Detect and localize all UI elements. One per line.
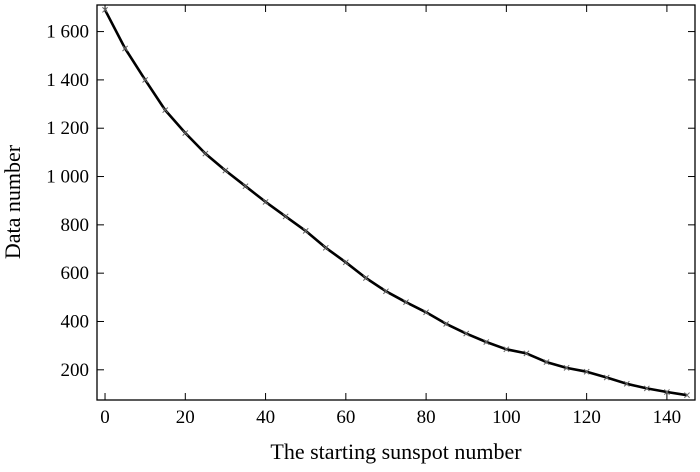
marker-stroke — [663, 389, 670, 395]
marker-stroke — [583, 368, 590, 375]
data-point-marker — [423, 309, 430, 316]
data-point-marker — [102, 6, 108, 13]
data-point-marker — [403, 299, 409, 306]
y-tick-label: 1 000 — [46, 167, 89, 188]
data-point-marker — [262, 198, 269, 205]
y-tick-label: 1 200 — [46, 118, 89, 139]
data-point-marker — [202, 150, 209, 157]
data-point-marker — [463, 330, 470, 337]
marker-stroke — [643, 385, 650, 392]
marker-stroke — [443, 320, 450, 327]
marker-stroke — [262, 198, 269, 205]
y-tick-label: 400 — [61, 311, 90, 332]
data-point-marker — [443, 320, 450, 327]
x-axis-title: The starting sunspot number — [270, 439, 522, 464]
marker-stroke — [463, 330, 470, 337]
data-point-marker — [162, 107, 169, 114]
x-axis-ticks: 0 20 40 60 80 100 120 140 — [100, 5, 681, 428]
marker-stroke — [182, 130, 189, 136]
marker-stroke — [102, 6, 108, 13]
x-tick-label: 140 — [653, 407, 682, 428]
data-point-marker — [182, 130, 189, 136]
data-point-marker — [302, 227, 309, 234]
x-tick-label: 40 — [256, 407, 275, 428]
data-point-marker — [684, 392, 690, 399]
y-tick-label: 1 400 — [46, 70, 89, 91]
data-point-marker — [383, 288, 389, 295]
data-point-marker — [583, 368, 590, 375]
x-tick-label: 60 — [336, 407, 355, 428]
y-tick-label: 200 — [61, 360, 90, 381]
data-point-marker — [142, 76, 149, 83]
data-point-marker — [603, 374, 610, 381]
y-tick-label: 1 600 — [46, 22, 89, 43]
x-tick-label: 0 — [100, 407, 110, 428]
data-point-marker — [483, 339, 490, 345]
data-point-marker — [342, 259, 349, 266]
marker-stroke — [503, 346, 510, 353]
marker-stroke — [342, 259, 349, 266]
data-point-marker — [322, 244, 329, 251]
data-point-marker — [663, 389, 670, 395]
marker-stroke — [202, 150, 209, 157]
data-point-marker — [503, 346, 510, 353]
marker-stroke — [523, 350, 530, 357]
data-point-marker — [643, 385, 650, 392]
marker-stroke — [362, 275, 369, 281]
marker-stroke — [302, 227, 309, 234]
series-line — [103, 9, 688, 397]
y-axis-title: Data number — [0, 144, 25, 259]
marker-stroke — [563, 364, 570, 371]
marker-stroke — [543, 359, 550, 366]
marker-stroke — [162, 107, 169, 114]
marker-stroke — [122, 45, 129, 52]
marker-stroke — [684, 392, 690, 399]
marker-stroke — [322, 244, 329, 251]
marker-stroke — [142, 76, 149, 83]
data-point-marker — [543, 359, 550, 366]
data-point-marker — [122, 45, 129, 52]
data-point-marker — [362, 275, 369, 281]
marker-stroke — [282, 213, 289, 220]
data-point-marker — [222, 167, 229, 174]
marker-stroke — [242, 183, 249, 190]
marker-stroke — [623, 380, 630, 387]
y-tick-label: 600 — [61, 263, 90, 284]
plot-frame — [96, 4, 696, 401]
x-tick-label: 80 — [417, 407, 436, 428]
marker-stroke — [222, 167, 229, 174]
y-tick-label: 800 — [61, 215, 90, 236]
x-tick-label: 100 — [492, 407, 521, 428]
marker-stroke — [423, 309, 430, 316]
marker-stroke — [603, 374, 610, 381]
data-point-marker — [563, 364, 570, 371]
y-axis-ticks: 200 400 600 800 1 000 1 200 1 400 1 600 — [46, 22, 695, 381]
data-point-marker — [242, 183, 249, 190]
marker-stroke — [483, 339, 490, 345]
marker-stroke — [403, 299, 409, 306]
data-point-marker — [623, 380, 630, 387]
x-tick-label: 20 — [176, 407, 195, 428]
x-tick-label: 120 — [572, 407, 601, 428]
data-point-marker — [523, 350, 530, 357]
data-point-marker — [282, 213, 289, 220]
series-layer — [102, 6, 690, 399]
marker-stroke — [383, 288, 389, 295]
